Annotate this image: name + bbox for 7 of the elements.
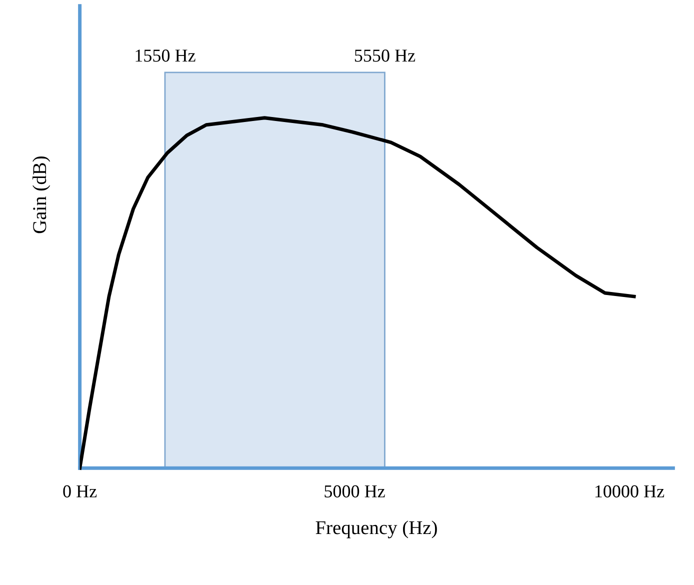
x-tick-label: 10000 Hz [595, 485, 664, 498]
x-tick-label: 5000 Hz [324, 485, 385, 498]
x-axis-title: Frequency (Hz) [316, 520, 437, 538]
annotation: 5550 Hz [354, 50, 416, 62]
x-tick-label: 0 Hz [63, 485, 97, 498]
y-axis-title: Gain (dB) [32, 156, 50, 234]
annotation: 1550 Hz [136, 50, 196, 62]
